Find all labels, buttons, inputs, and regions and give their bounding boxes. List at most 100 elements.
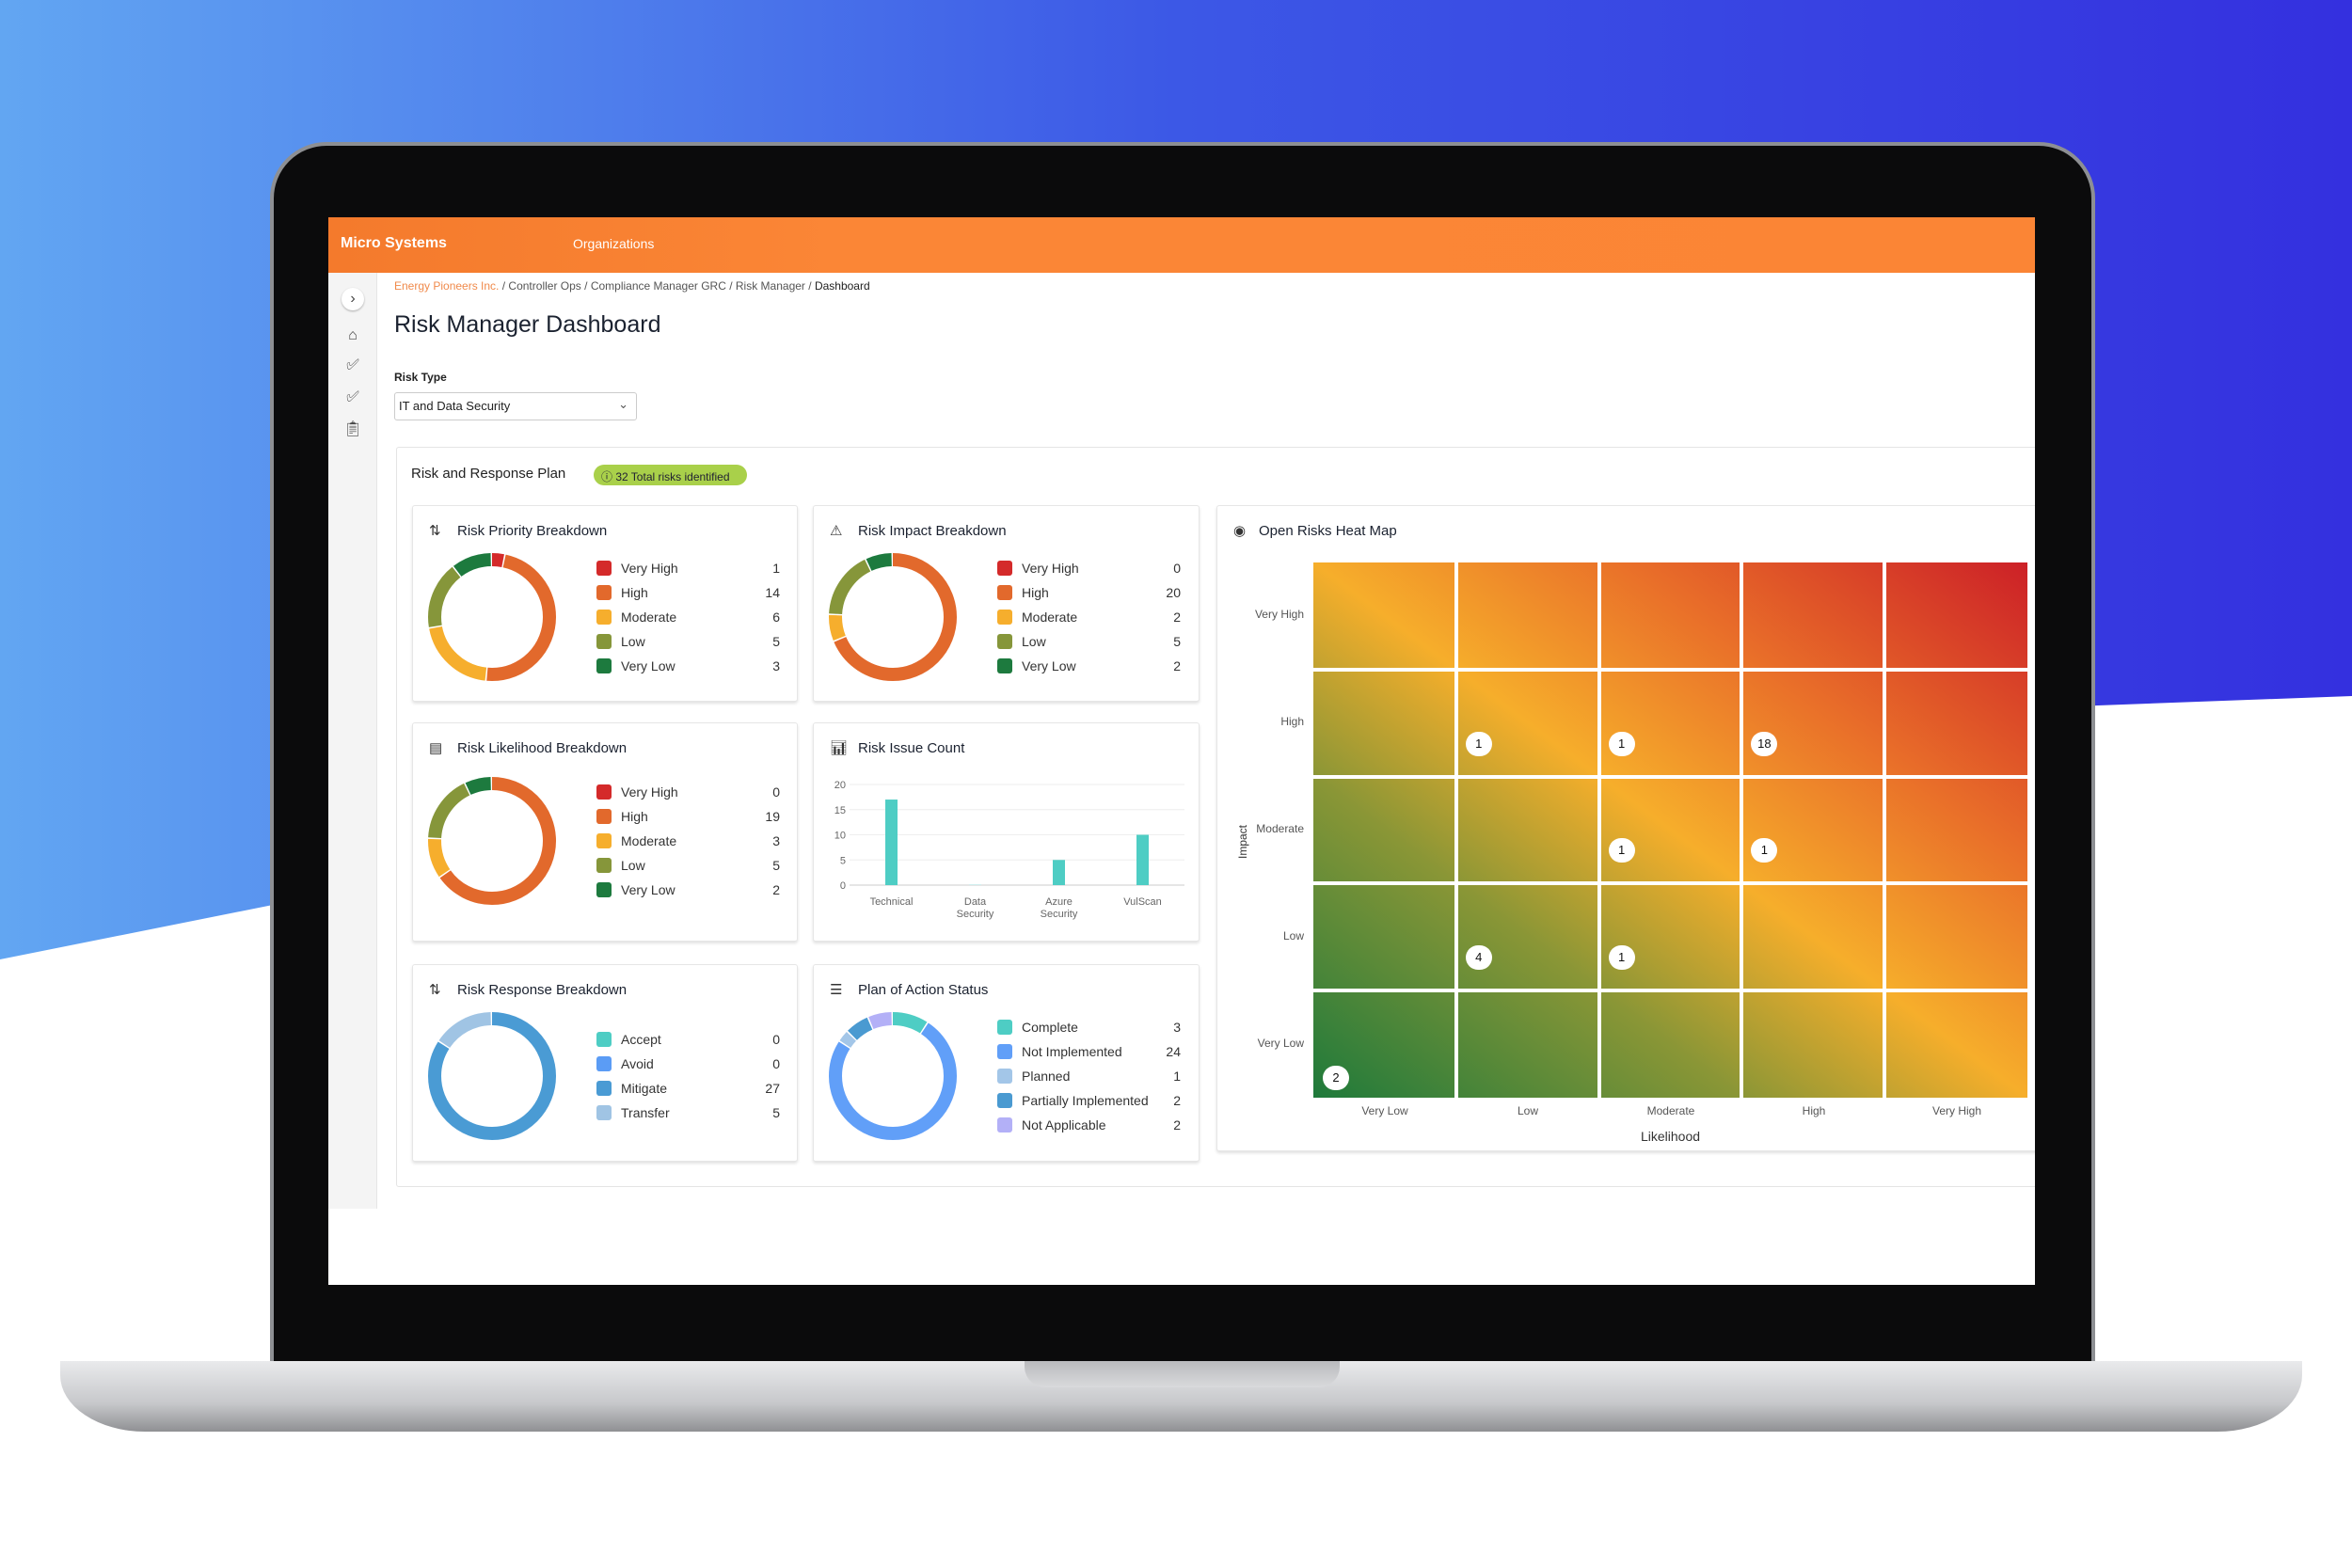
badge-text: 32 Total risks identified: [615, 470, 730, 483]
count-badge[interactable]: 1: [1751, 838, 1778, 863]
legend-item[interactable]: Partially Implemented 2: [997, 1088, 1181, 1113]
breadcrumb-link[interactable]: Risk Manager: [735, 279, 805, 293]
donut-segment[interactable]: [428, 776, 556, 905]
legend-swatch: [596, 784, 612, 800]
count-badge[interactable]: 1: [1465, 731, 1492, 756]
legend-item[interactable]: Complete 3: [997, 1015, 1181, 1039]
heatmap-cell[interactable]: [1454, 561, 1601, 672]
check-badge-icon[interactable]: ✅︎: [346, 389, 359, 405]
legend-item[interactable]: Avoid 0: [596, 1052, 780, 1076]
bar[interactable]: [969, 884, 981, 885]
donut-segment[interactable]: [428, 776, 556, 905]
likelihood-level-label: Very Low: [1361, 1104, 1408, 1117]
donut-segment[interactable]: [428, 553, 556, 681]
heatmap-cell[interactable]: [1883, 774, 2029, 886]
heatmap-cell[interactable]: 1: [1454, 667, 1601, 779]
heatmap-cell[interactable]: 1: [1597, 667, 1744, 779]
count-badge[interactable]: 4: [1465, 945, 1492, 971]
legend-item[interactable]: Moderate 6: [596, 605, 780, 629]
legend-item[interactable]: Low 5: [997, 629, 1181, 654]
legend-value: 0: [772, 1032, 780, 1047]
legend-item[interactable]: Moderate 2: [997, 605, 1181, 629]
legend-item[interactable]: Very High 0: [596, 780, 780, 804]
legend-item[interactable]: Very High 0: [997, 556, 1181, 580]
legend-item[interactable]: Very High 1: [596, 556, 780, 580]
check-badge-icon[interactable]: ✅︎: [346, 357, 359, 373]
heatmap-cell[interactable]: 2: [1311, 989, 1458, 1100]
breadcrumb-link[interactable]: Controller Ops: [508, 279, 581, 293]
heatmap-cell[interactable]: [1740, 881, 1887, 993]
heatmap-cell[interactable]: [1740, 561, 1887, 672]
count-badge[interactable]: 18: [1751, 731, 1778, 756]
brand-logo[interactable]: Micro Systems: [341, 235, 447, 251]
heatmap-cell[interactable]: [1311, 561, 1458, 672]
legend-swatch: [596, 634, 612, 649]
heatmap-cell[interactable]: [1883, 667, 2029, 779]
legend-item[interactable]: Low 5: [596, 853, 780, 878]
expand-chevron-icon[interactable]: ›: [342, 288, 364, 310]
heatmap-cell[interactable]: [1883, 881, 2029, 993]
heatmap-cell[interactable]: 1: [1597, 881, 1744, 993]
donut-segment[interactable]: [829, 1012, 957, 1140]
legend-item[interactable]: Moderate 3: [596, 829, 780, 853]
legend-item[interactable]: Very Low 2: [997, 654, 1181, 678]
heatmap-cell[interactable]: 18: [1740, 667, 1887, 779]
bar[interactable]: [885, 800, 898, 885]
y-tick-label: 10: [834, 831, 846, 842]
heatmap-cell[interactable]: [1454, 774, 1601, 886]
nav-organizations[interactable]: Organizations: [573, 236, 655, 251]
card-title: Risk Response Breakdown: [457, 982, 628, 998]
heatmap-cell[interactable]: [1883, 561, 2029, 672]
legend-item[interactable]: Accept 0: [596, 1027, 780, 1052]
count-badge[interactable]: 1: [1608, 731, 1635, 756]
legend-item[interactable]: Transfer 5: [596, 1101, 780, 1125]
legend-item[interactable]: Very Low 3: [596, 654, 780, 678]
legend-item[interactable]: Very Low 2: [596, 878, 780, 902]
heatmap-cell[interactable]: 1: [1597, 774, 1744, 886]
legend-item[interactable]: Mitigate 27: [596, 1076, 780, 1101]
count-badge[interactable]: 2: [1323, 1066, 1349, 1090]
x-tick-label: Data: [964, 896, 987, 908]
heatmap-cell[interactable]: [1311, 774, 1458, 886]
legend-item[interactable]: Planned 1: [997, 1064, 1181, 1088]
heatmap-cell[interactable]: [1597, 989, 1744, 1100]
heatmap-cell[interactable]: [1883, 989, 2029, 1100]
legend-swatch: [997, 585, 1012, 600]
count-badge[interactable]: 1: [1608, 945, 1635, 971]
legend: Complete 3 Not Implemented 24 Planned 1 Partia…: [997, 1015, 1181, 1137]
heatmap-cell[interactable]: [1740, 989, 1887, 1100]
legend: Very High 0 High 20 Moderate 2 Low 5 Very Low 2: [997, 556, 1181, 678]
donut-segment[interactable]: [428, 1012, 556, 1140]
risk-likelihood-card: ▤ Risk Likelihood Breakdown Very High 0 High…: [412, 722, 798, 942]
count-badge[interactable]: 1: [1608, 838, 1635, 863]
breadcrumb-link[interactable]: Compliance Manager GRC: [590, 279, 726, 293]
breadcrumb-link[interactable]: Energy Pioneers Inc.: [394, 279, 500, 293]
donut-segment[interactable]: [829, 553, 957, 681]
heatmap-cell[interactable]: [1597, 561, 1744, 672]
legend-item[interactable]: Low 5: [596, 629, 780, 654]
donut-segment[interactable]: [428, 553, 556, 681]
legend-value: 5: [772, 1105, 780, 1120]
legend-value: 2: [1173, 610, 1181, 625]
heatmap-cell[interactable]: [1311, 881, 1458, 993]
legend-item[interactable]: High 20: [997, 580, 1181, 605]
bar[interactable]: [1053, 860, 1065, 885]
legend-item[interactable]: Not Applicable 2: [997, 1113, 1181, 1137]
donut-segment[interactable]: [428, 553, 556, 681]
donut-segment[interactable]: [829, 1012, 957, 1140]
sidebar: › ⌂ ✅︎ ✅︎ 📋︎: [328, 273, 377, 1209]
legend-item[interactable]: High 14: [596, 580, 780, 605]
heatmap-cell[interactable]: 1: [1740, 774, 1887, 886]
legend-item[interactable]: High 19: [596, 804, 780, 829]
home-icon[interactable]: ⌂: [348, 327, 358, 343]
donut-segment[interactable]: [829, 553, 957, 681]
heatmap-cell[interactable]: [1454, 989, 1601, 1100]
clipboard-icon[interactable]: 📋︎: [342, 421, 363, 437]
card-title: Risk Impact Breakdown: [858, 523, 1007, 539]
heatmap-cell[interactable]: [1311, 667, 1458, 779]
risk-response-panel: [396, 447, 2035, 1187]
legend-item[interactable]: Not Implemented 24: [997, 1039, 1181, 1064]
risk-type-select[interactable]: IT and Data Security ⌄: [394, 392, 637, 420]
heatmap-cell[interactable]: 4: [1454, 881, 1601, 993]
bar[interactable]: [1136, 834, 1149, 886]
